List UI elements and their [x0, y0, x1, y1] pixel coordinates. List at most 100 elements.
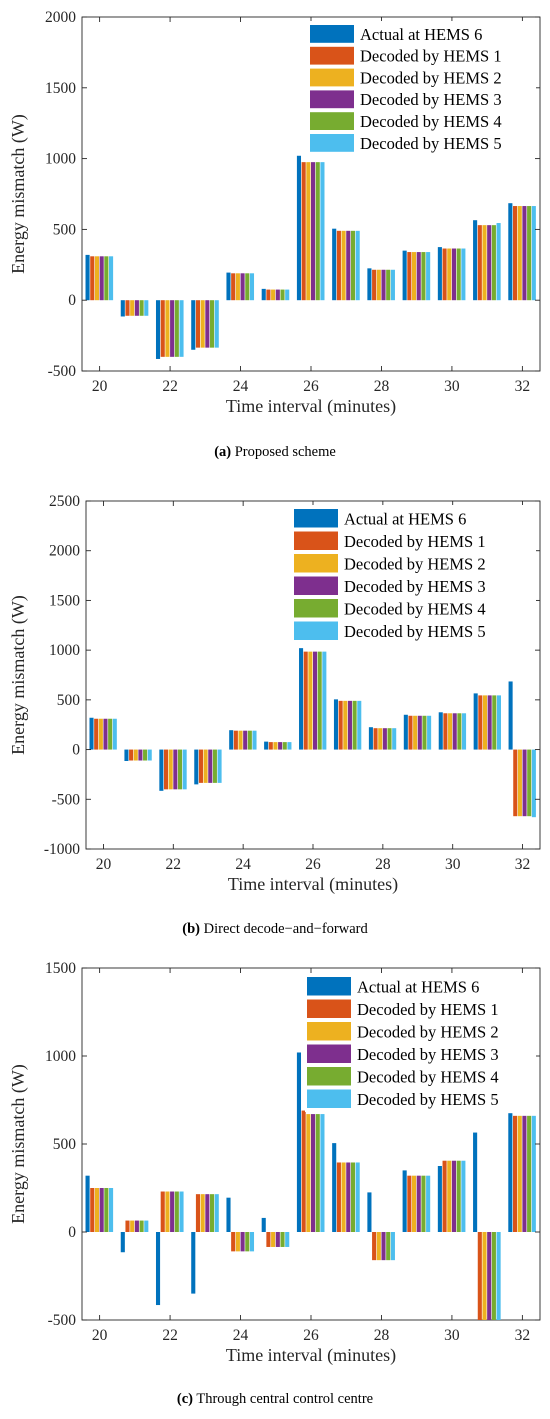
- bar-5-20: [104, 256, 109, 301]
- bar-1-20: [89, 717, 94, 750]
- y-axis-label: Energy mismatch (W): [8, 595, 29, 755]
- panel-caption-text: Direct decode−and−forward: [200, 921, 368, 937]
- bar-2-20: [94, 718, 99, 750]
- bar-6-32: [531, 749, 536, 818]
- x-tick-label: 24: [235, 856, 251, 873]
- bar-2-24: [233, 730, 238, 750]
- legend: Actual at HEMS 6 Decoded by HEMS 1 Decoded…: [308, 21, 536, 156]
- bar-3-32: [517, 749, 522, 817]
- bars: [85, 155, 536, 359]
- legend-swatch-3: [307, 1022, 351, 1041]
- bar-5-22: [177, 749, 183, 790]
- bar-4-32: [522, 1115, 527, 1232]
- x-tick-label: 20: [92, 378, 108, 395]
- bar-2-24: [231, 273, 236, 301]
- bar-4-23: [205, 300, 210, 348]
- bar-4-20: [99, 256, 104, 301]
- bar-4-25: [278, 742, 283, 750]
- bar-1-30: [438, 712, 443, 750]
- chart-panel-2: 2500 2000 1500 1000 500 0 -500 -1000 20 22 24 26 28 3…: [8, 493, 541, 937]
- bar-3-31: [482, 695, 488, 750]
- y-axis-label: Energy mismatch (W): [8, 114, 29, 274]
- bar-4-26: [313, 651, 318, 750]
- legend: Actual at HEMS 6 Decoded by HEMS 1 Decoded…: [305, 973, 536, 1112]
- bar-3-26: [306, 162, 311, 301]
- bar-4-28: [382, 728, 387, 750]
- bar-2-23: [195, 1194, 201, 1232]
- bar-4-32: [522, 749, 527, 817]
- x-tick-label: 32: [515, 1327, 531, 1344]
- bar-6-22: [182, 749, 187, 790]
- bar-6-27: [357, 700, 362, 750]
- x-tick-label: 26: [303, 1327, 319, 1344]
- panel-letter: (c): [177, 1391, 193, 1407]
- bar-4-23: [208, 749, 213, 783]
- bar-3-28: [376, 269, 381, 301]
- bar-6-24: [252, 730, 257, 750]
- bar-4-27: [346, 1162, 351, 1232]
- y-tick-label: -500: [48, 1312, 77, 1329]
- panel-caption: (b) Direct decode−and−forward: [182, 921, 368, 937]
- bar-6-30: [461, 1160, 466, 1232]
- bar-4-30: [452, 713, 457, 750]
- bar-3-31: [482, 225, 487, 301]
- legend-label-3: Decoded by HEMS 2: [357, 1023, 499, 1042]
- legend-label-1: Actual at HEMS 6: [344, 510, 466, 529]
- y-tick-label: 0: [68, 1224, 76, 1241]
- bar-4-31: [487, 225, 492, 301]
- legend-label-4: Decoded by HEMS 3: [357, 1045, 499, 1064]
- bar-3-24: [235, 1232, 240, 1252]
- bar-3-20: [94, 256, 100, 301]
- bar-3-27: [343, 700, 348, 750]
- legend-swatch-5: [294, 599, 338, 618]
- bar-6-28: [392, 728, 397, 750]
- legend-swatch-1: [307, 977, 351, 996]
- bar-1-22: [155, 1232, 161, 1306]
- bar-5-29: [421, 252, 426, 301]
- bar-1-28: [367, 268, 372, 301]
- bar-2-30: [442, 248, 447, 301]
- legend-label-6: Decoded by HEMS 5: [357, 1090, 499, 1109]
- bar-6-22: [179, 300, 184, 357]
- legend-swatch-3: [310, 68, 354, 87]
- bar-3-24: [238, 730, 243, 750]
- bar-5-21: [139, 300, 144, 316]
- bar-4-22: [170, 300, 175, 357]
- legend-swatch-6: [310, 134, 354, 152]
- bar-2-22: [160, 1191, 165, 1232]
- bar-5-21: [139, 1220, 144, 1232]
- bar-5-28: [386, 269, 391, 301]
- bar-6-25: [285, 1232, 290, 1247]
- bar-5-22: [174, 300, 179, 357]
- bar-6-31: [496, 223, 501, 301]
- bar-2-24: [231, 1232, 236, 1252]
- y-tick-label: 2000: [45, 9, 76, 26]
- bar-5-23: [210, 1194, 215, 1232]
- legend-swatch-4: [294, 576, 338, 595]
- bar-3-21: [130, 1220, 135, 1232]
- bar-1-27: [332, 228, 337, 301]
- legend-box: [308, 21, 536, 156]
- bar-3-22: [165, 300, 170, 357]
- y-tick-label: 500: [53, 221, 77, 238]
- bar-6-23: [217, 749, 222, 783]
- legend-label-1: Actual at HEMS 6: [357, 978, 479, 997]
- bar-4-21: [134, 1220, 139, 1232]
- bar-1-27: [332, 1143, 337, 1232]
- bar-5-30: [457, 713, 462, 750]
- y-tick-label: 0: [68, 292, 76, 309]
- y-tick-label: 2000: [49, 543, 80, 560]
- legend-swatch-4: [307, 1044, 351, 1063]
- bar-4-21: [134, 300, 139, 316]
- bar-4-27: [346, 230, 351, 301]
- x-tick-label: 32: [515, 856, 531, 873]
- bar-5-24: [245, 273, 250, 301]
- bar-6-28: [390, 269, 395, 301]
- bar-3-32: [517, 206, 522, 301]
- legend-label-3: Decoded by HEMS 2: [360, 68, 502, 87]
- bar-1-25: [264, 741, 269, 750]
- bar-1-26: [296, 155, 302, 301]
- bar-4-29: [416, 252, 421, 301]
- y-tick-label: 1500: [45, 960, 76, 977]
